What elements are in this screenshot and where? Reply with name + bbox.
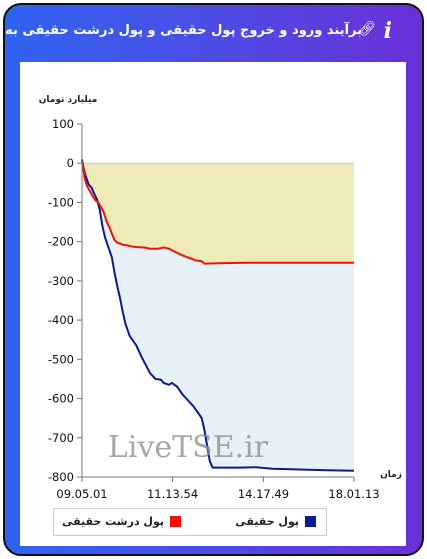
y-tick-label: -700 [48, 431, 74, 445]
line-chart: 100 0 -100 -200 -300 -400 -500 -600 -700 -800 09.0… [39, 95, 402, 501]
legend-label-real-money: پول حقیقی [235, 515, 299, 528]
y-tick-label: -200 [48, 235, 74, 249]
link-icon[interactable]: 🔗︎ [358, 21, 376, 37]
x-axis-label: زمان [380, 470, 402, 480]
y-tick-label: 0 [67, 156, 74, 170]
legend-item-real-money[interactable]: پول حقیقی [235, 515, 316, 528]
chart-panel: 100 0 -100 -200 -300 -400 -500 -600 -700 -800 09.0… [20, 62, 406, 546]
widget-header: i 🔗︎ برآیند ورود و خروج پول حقیقی و پول … [5, 5, 422, 57]
series-line-real-money [81, 159, 355, 472]
x-tick-label: 11.13.54 [147, 487, 198, 501]
chart-legend: پول حقیقی پول درشت حقیقی [53, 508, 327, 536]
y-tick-label: -300 [48, 274, 74, 288]
series-line-big-real-money [81, 161, 354, 265]
legend-label-big-real-money: پول درشت حقیقی [61, 515, 164, 528]
x-tick-label: 14.17.49 [238, 487, 289, 501]
info-icon[interactable]: i [383, 18, 392, 44]
legend-item-big-real-money[interactable]: پول درشت حقیقی [62, 515, 181, 528]
x-tick-label: 18.01.13 [328, 487, 379, 501]
legend-swatch-real-money [305, 516, 316, 527]
legend-swatch-big-real-money [170, 516, 181, 527]
widget-frame: i 🔗︎ برآیند ورود و خروج پول حقیقی و پول … [3, 3, 424, 556]
y-tick-label: -500 [48, 352, 74, 366]
area-fill-big-real-money [82, 161, 354, 264]
y-axis-label: میلیارد تومان [39, 95, 98, 105]
y-tick-label: -600 [48, 392, 74, 406]
watermark: LiveTSE.ir [108, 430, 269, 465]
y-tick-label: -400 [48, 313, 74, 327]
y-tick-label: -100 [48, 195, 74, 209]
y-tick-label: 100 [52, 117, 74, 131]
area-fill-real-money [82, 159, 354, 471]
x-tick-label: 09.05.01 [56, 487, 107, 501]
chart-title: برآیند ورود و خروج پول حقیقی و پول درشت … [3, 23, 362, 38]
y-tick-label: -800 [48, 470, 74, 484]
